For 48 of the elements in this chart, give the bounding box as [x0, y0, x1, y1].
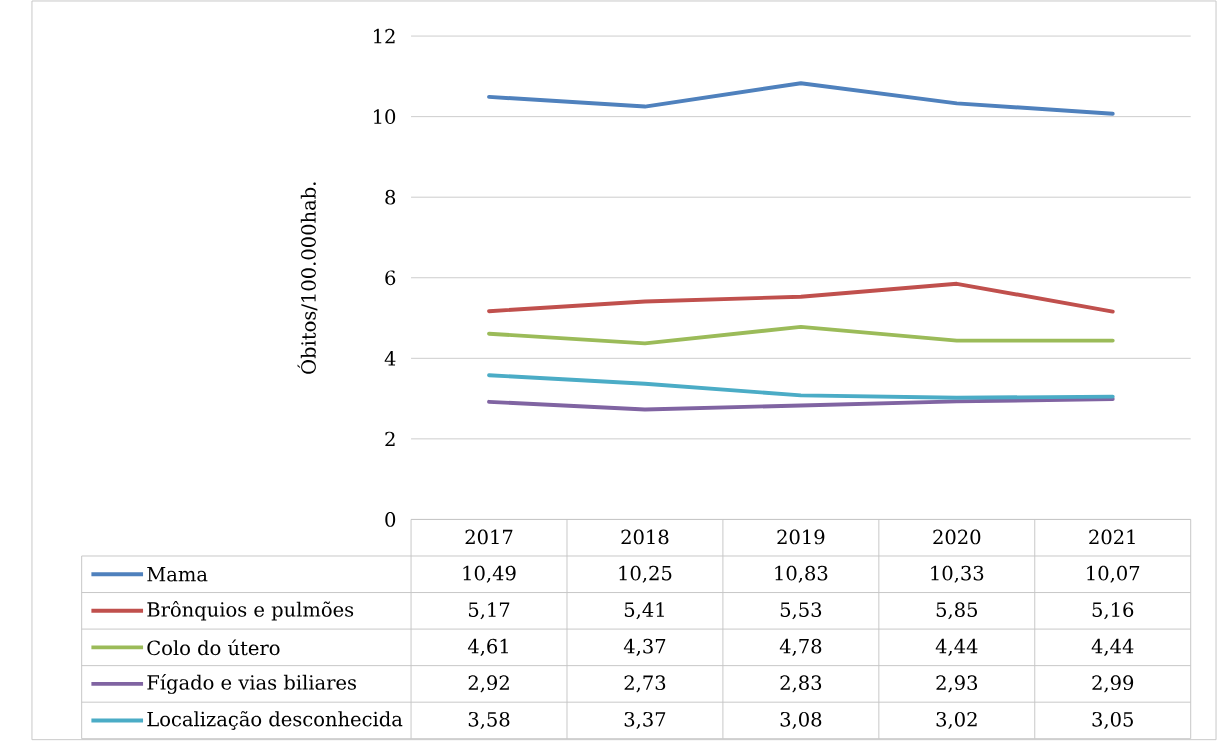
y-tick-label: 4 [384, 351, 396, 366]
y-tick-label: 2 [385, 431, 395, 447]
data-label: 5,53 [780, 602, 822, 620]
y-tick-label: 8 [385, 189, 396, 205]
data-label: 4,61 [467, 638, 508, 657]
x-tick-label: 2018 [621, 529, 669, 545]
data-label: 3,37 [624, 712, 666, 730]
data-label: 2,73 [624, 675, 666, 693]
data-label: 10,83 [775, 565, 828, 583]
data-label: 5,85 [936, 602, 977, 620]
y-axis-title: Óbitos/100.000hab. [297, 182, 318, 374]
data-label: 10,33 [931, 565, 984, 583]
data-label: 5,17 [468, 602, 510, 620]
data-label: 2,83 [780, 675, 822, 693]
legend-label: Brônquios e pulmões [147, 601, 354, 621]
legend-label: Colo do útero [147, 639, 280, 656]
x-tick-label: 2020 [933, 529, 981, 545]
y-tick-label: 10 [374, 109, 396, 125]
data-label: 5,16 [1092, 602, 1134, 620]
data-label: 2,92 [468, 675, 509, 693]
x-tick-label: 2021 [1089, 529, 1135, 545]
data-label: 10,25 [619, 565, 672, 583]
data-label: 3,08 [780, 712, 822, 730]
data-label: 4,44 [935, 638, 978, 657]
data-label: 4,78 [779, 638, 822, 657]
data-label: 3,05 [1092, 712, 1133, 730]
x-tick-label: 2019 [777, 529, 825, 545]
data-label: 5,41 [624, 602, 664, 620]
data-label: 4,37 [623, 638, 666, 657]
data-label: 3,02 [936, 712, 977, 730]
x-tick-label: 2017 [465, 529, 513, 545]
legend-label: Mama [147, 567, 208, 582]
legend-label: Fígado e vias biliares [147, 674, 356, 695]
data-label: 3,58 [468, 712, 510, 730]
data-label: 2,99 [1092, 675, 1134, 693]
data-label: 10,49 [463, 565, 516, 583]
y-tick-label: 6 [385, 270, 396, 286]
y-tick-label: 12 [374, 29, 395, 44]
data-label: 2,93 [936, 675, 978, 693]
line-series [487, 397, 1115, 412]
data-label: 4,44 [1091, 638, 1134, 657]
legend-label: Localização desconhecida [147, 711, 403, 731]
line-series [487, 325, 1115, 346]
line-series [487, 282, 1115, 314]
line-series [487, 373, 1115, 400]
y-tick-label: 0 [385, 512, 396, 527]
line-series [487, 81, 1115, 116]
data-label: 10,07 [1087, 565, 1140, 583]
